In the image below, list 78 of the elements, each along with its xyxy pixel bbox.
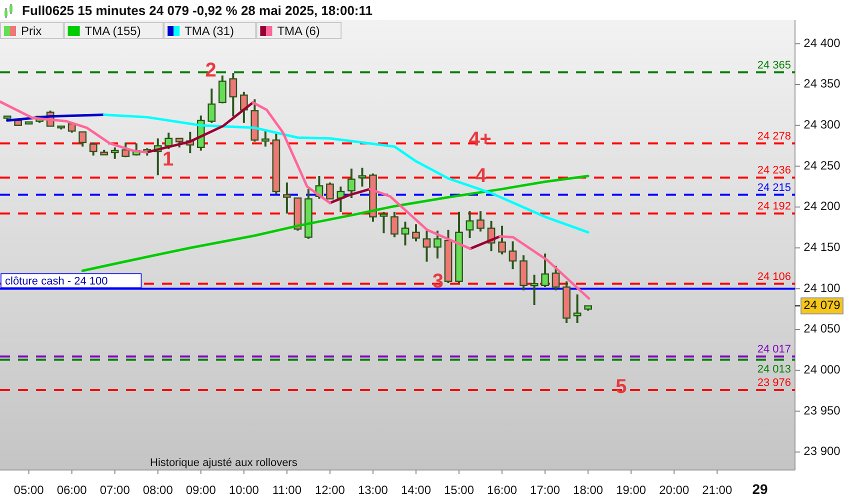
candlestick (552, 264, 560, 292)
candlestick (422, 230, 431, 263)
annotation: 1 (162, 148, 174, 170)
candlestick (390, 210, 398, 238)
candlestick (122, 142, 130, 158)
candlestick (380, 210, 388, 234)
y-tick-label: 24 150 (804, 240, 841, 254)
annotation: 2 (205, 60, 216, 82)
ref-line-label: 24 192 (757, 200, 791, 213)
candlestick (283, 182, 291, 215)
x-tick-label: 12:00 (314, 483, 346, 497)
ref-line-label: clôture cash - 24 100 (5, 276, 108, 288)
ref-line-label: 24 013 (757, 364, 791, 376)
x-tick-label: 17:00 (530, 483, 560, 497)
candlestick (229, 72, 238, 118)
x-tick-label: 05:00 (14, 483, 44, 497)
candlestick (508, 240, 517, 270)
x-tick-label: 07:00 (100, 483, 130, 497)
y-tick-label: 24 100 (804, 280, 841, 295)
candlestick (541, 252, 549, 288)
legend-label: TMA (31) (184, 24, 234, 38)
x-tick-label: 15:00 (444, 483, 474, 497)
x-tick-label: 20:00 (659, 483, 690, 497)
ref-line-label: 24 215 (757, 182, 791, 194)
candlestick (498, 224, 506, 256)
x-tick-label: 14:00 (400, 483, 432, 497)
chart-title: Full0625 15 minutes 24 079 -0,92 % 28 mai 2025, 18:00:11 (22, 3, 372, 18)
annotation: Historique ajusté aux rollovers (150, 457, 298, 469)
ref-line-label: 24 365 (757, 59, 791, 72)
ref-line-label: 24 106 (757, 270, 791, 283)
x-tick-label: 06:00 (56, 483, 88, 497)
annotation: 5 (616, 376, 627, 398)
candlestick (208, 88, 216, 124)
candlestick (573, 293, 582, 324)
y-tick-label: 24 079 (804, 298, 841, 312)
candlestick (78, 130, 87, 148)
y-tick-label: 24 250 (804, 158, 841, 172)
y-tick-label: 24 400 (804, 36, 841, 50)
candlestick (434, 230, 442, 260)
candlestick (164, 132, 173, 150)
candlestick (348, 168, 356, 200)
candlestick (530, 274, 538, 306)
ref-line-label: 24 236 (757, 164, 791, 177)
candlestick (358, 166, 366, 188)
candlestick (218, 74, 226, 104)
x-tick-label: 13:00 (358, 483, 388, 497)
y-tick-label: 24 350 (804, 76, 841, 91)
x-tick-label: 16:00 (487, 483, 518, 497)
candlestick (89, 142, 98, 157)
y-tick-label: 24 050 (804, 322, 841, 336)
text: 29 (752, 481, 768, 497)
y-tick-label: 23 900 (804, 444, 841, 458)
candlestick (240, 90, 248, 124)
candlestick (412, 223, 420, 242)
x-tick-label: 19:00 (616, 483, 646, 497)
y-tick-label: 24 000 (804, 362, 841, 377)
ref-line-label: 24 278 (757, 130, 791, 142)
x-tick-label: 09:00 (186, 483, 216, 497)
candlestick (476, 210, 484, 233)
legend-label: Prix (21, 24, 42, 38)
y-tick-label: 24 300 (804, 118, 841, 132)
annotation: 4 (475, 165, 488, 188)
legend-label: TMA (6) (277, 24, 320, 38)
candlestick (110, 146, 119, 160)
ref-line-label: 23 976 (757, 376, 791, 389)
x-tick-label: 10:00 (228, 483, 260, 497)
ref-line-label: 24 017 (757, 343, 791, 356)
y-tick-label: 24 200 (804, 199, 841, 214)
line-series (102, 113, 590, 234)
candlestick (401, 220, 410, 246)
legend-label: TMA (155) (84, 24, 141, 38)
candlestick (326, 182, 334, 200)
x-tick-label: 11:00 (272, 483, 302, 497)
x-tick-label: 08:00 (142, 483, 174, 497)
y-tick-label: 23 950 (804, 403, 841, 418)
x-tick-label: 18:00 (573, 483, 604, 497)
candlestick (466, 210, 474, 240)
x-tick-label: 21:00 (702, 483, 732, 497)
